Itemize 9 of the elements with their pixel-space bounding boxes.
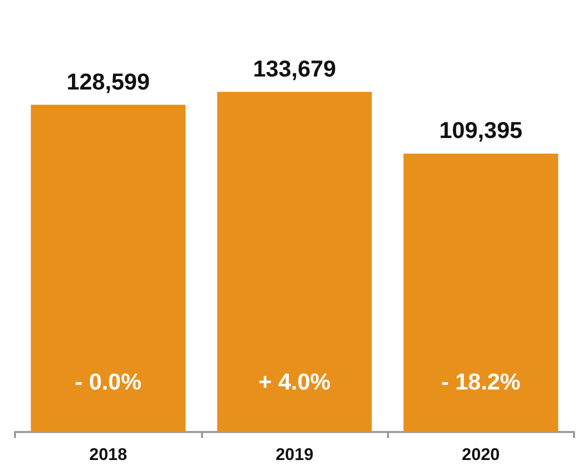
annotation: - 0.0% — [74, 368, 142, 394]
x-tick-label: 2018 — [89, 445, 128, 464]
annotation: - 18.2% — [441, 368, 520, 394]
data-label: 128,599 — [66, 68, 150, 94]
data-label: 109,395 — [439, 117, 523, 144]
x-tick-label: 2019 — [276, 445, 314, 464]
data-label: 133,679 — [252, 55, 336, 82]
annotation: + 4.0% — [258, 368, 331, 394]
x-tick-label: 2020 — [462, 445, 500, 464]
